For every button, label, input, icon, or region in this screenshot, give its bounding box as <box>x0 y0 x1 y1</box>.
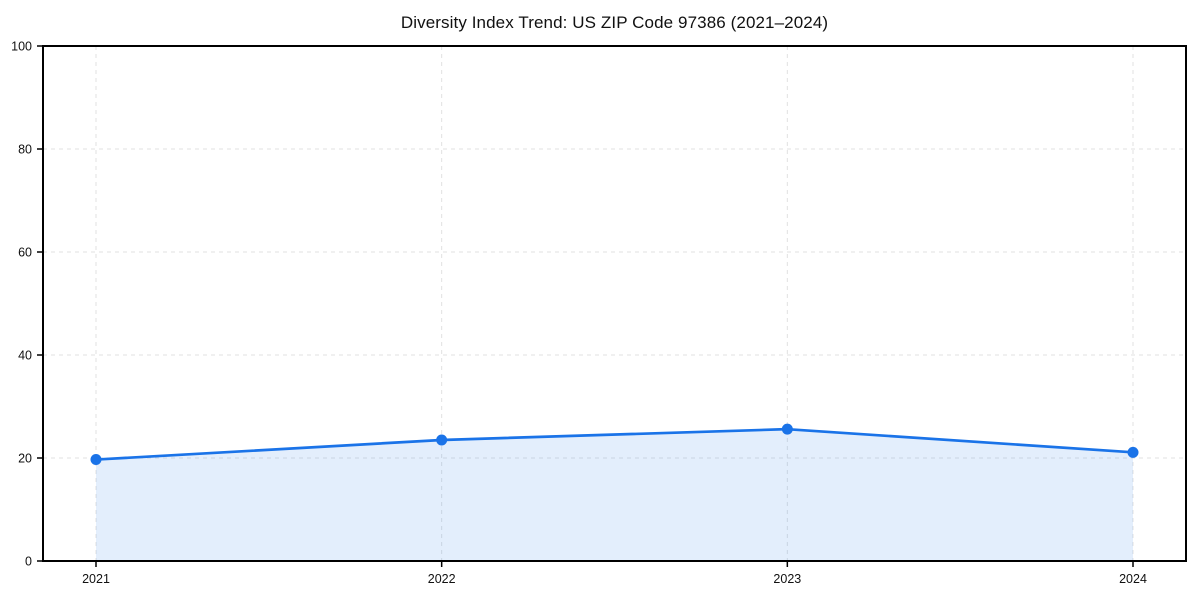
axes-spines <box>42 45 1187 562</box>
data-point-marker <box>781 423 793 435</box>
area-fill <box>96 429 1133 561</box>
y-tick-label: 0 <box>25 555 32 569</box>
data-point-marker <box>436 434 448 446</box>
x-tick-label: 2024 <box>1119 572 1147 586</box>
x-tick-label: 2021 <box>82 572 110 586</box>
x-tick-label: 2022 <box>428 572 456 586</box>
y-tick-label: 80 <box>18 143 32 157</box>
y-tick-label: 60 <box>18 246 32 260</box>
trend-line <box>94 427 1135 461</box>
y-tick-label: 20 <box>18 452 32 466</box>
data-point-marker <box>1127 446 1139 458</box>
chart-title: Diversity Index Trend: US ZIP Code 97386… <box>400 13 829 32</box>
data-point-marker <box>90 454 102 466</box>
y-tick-label: 100 <box>11 40 32 54</box>
x-tick-label: 2023 <box>773 572 801 586</box>
y-tick-label: 40 <box>18 349 32 363</box>
